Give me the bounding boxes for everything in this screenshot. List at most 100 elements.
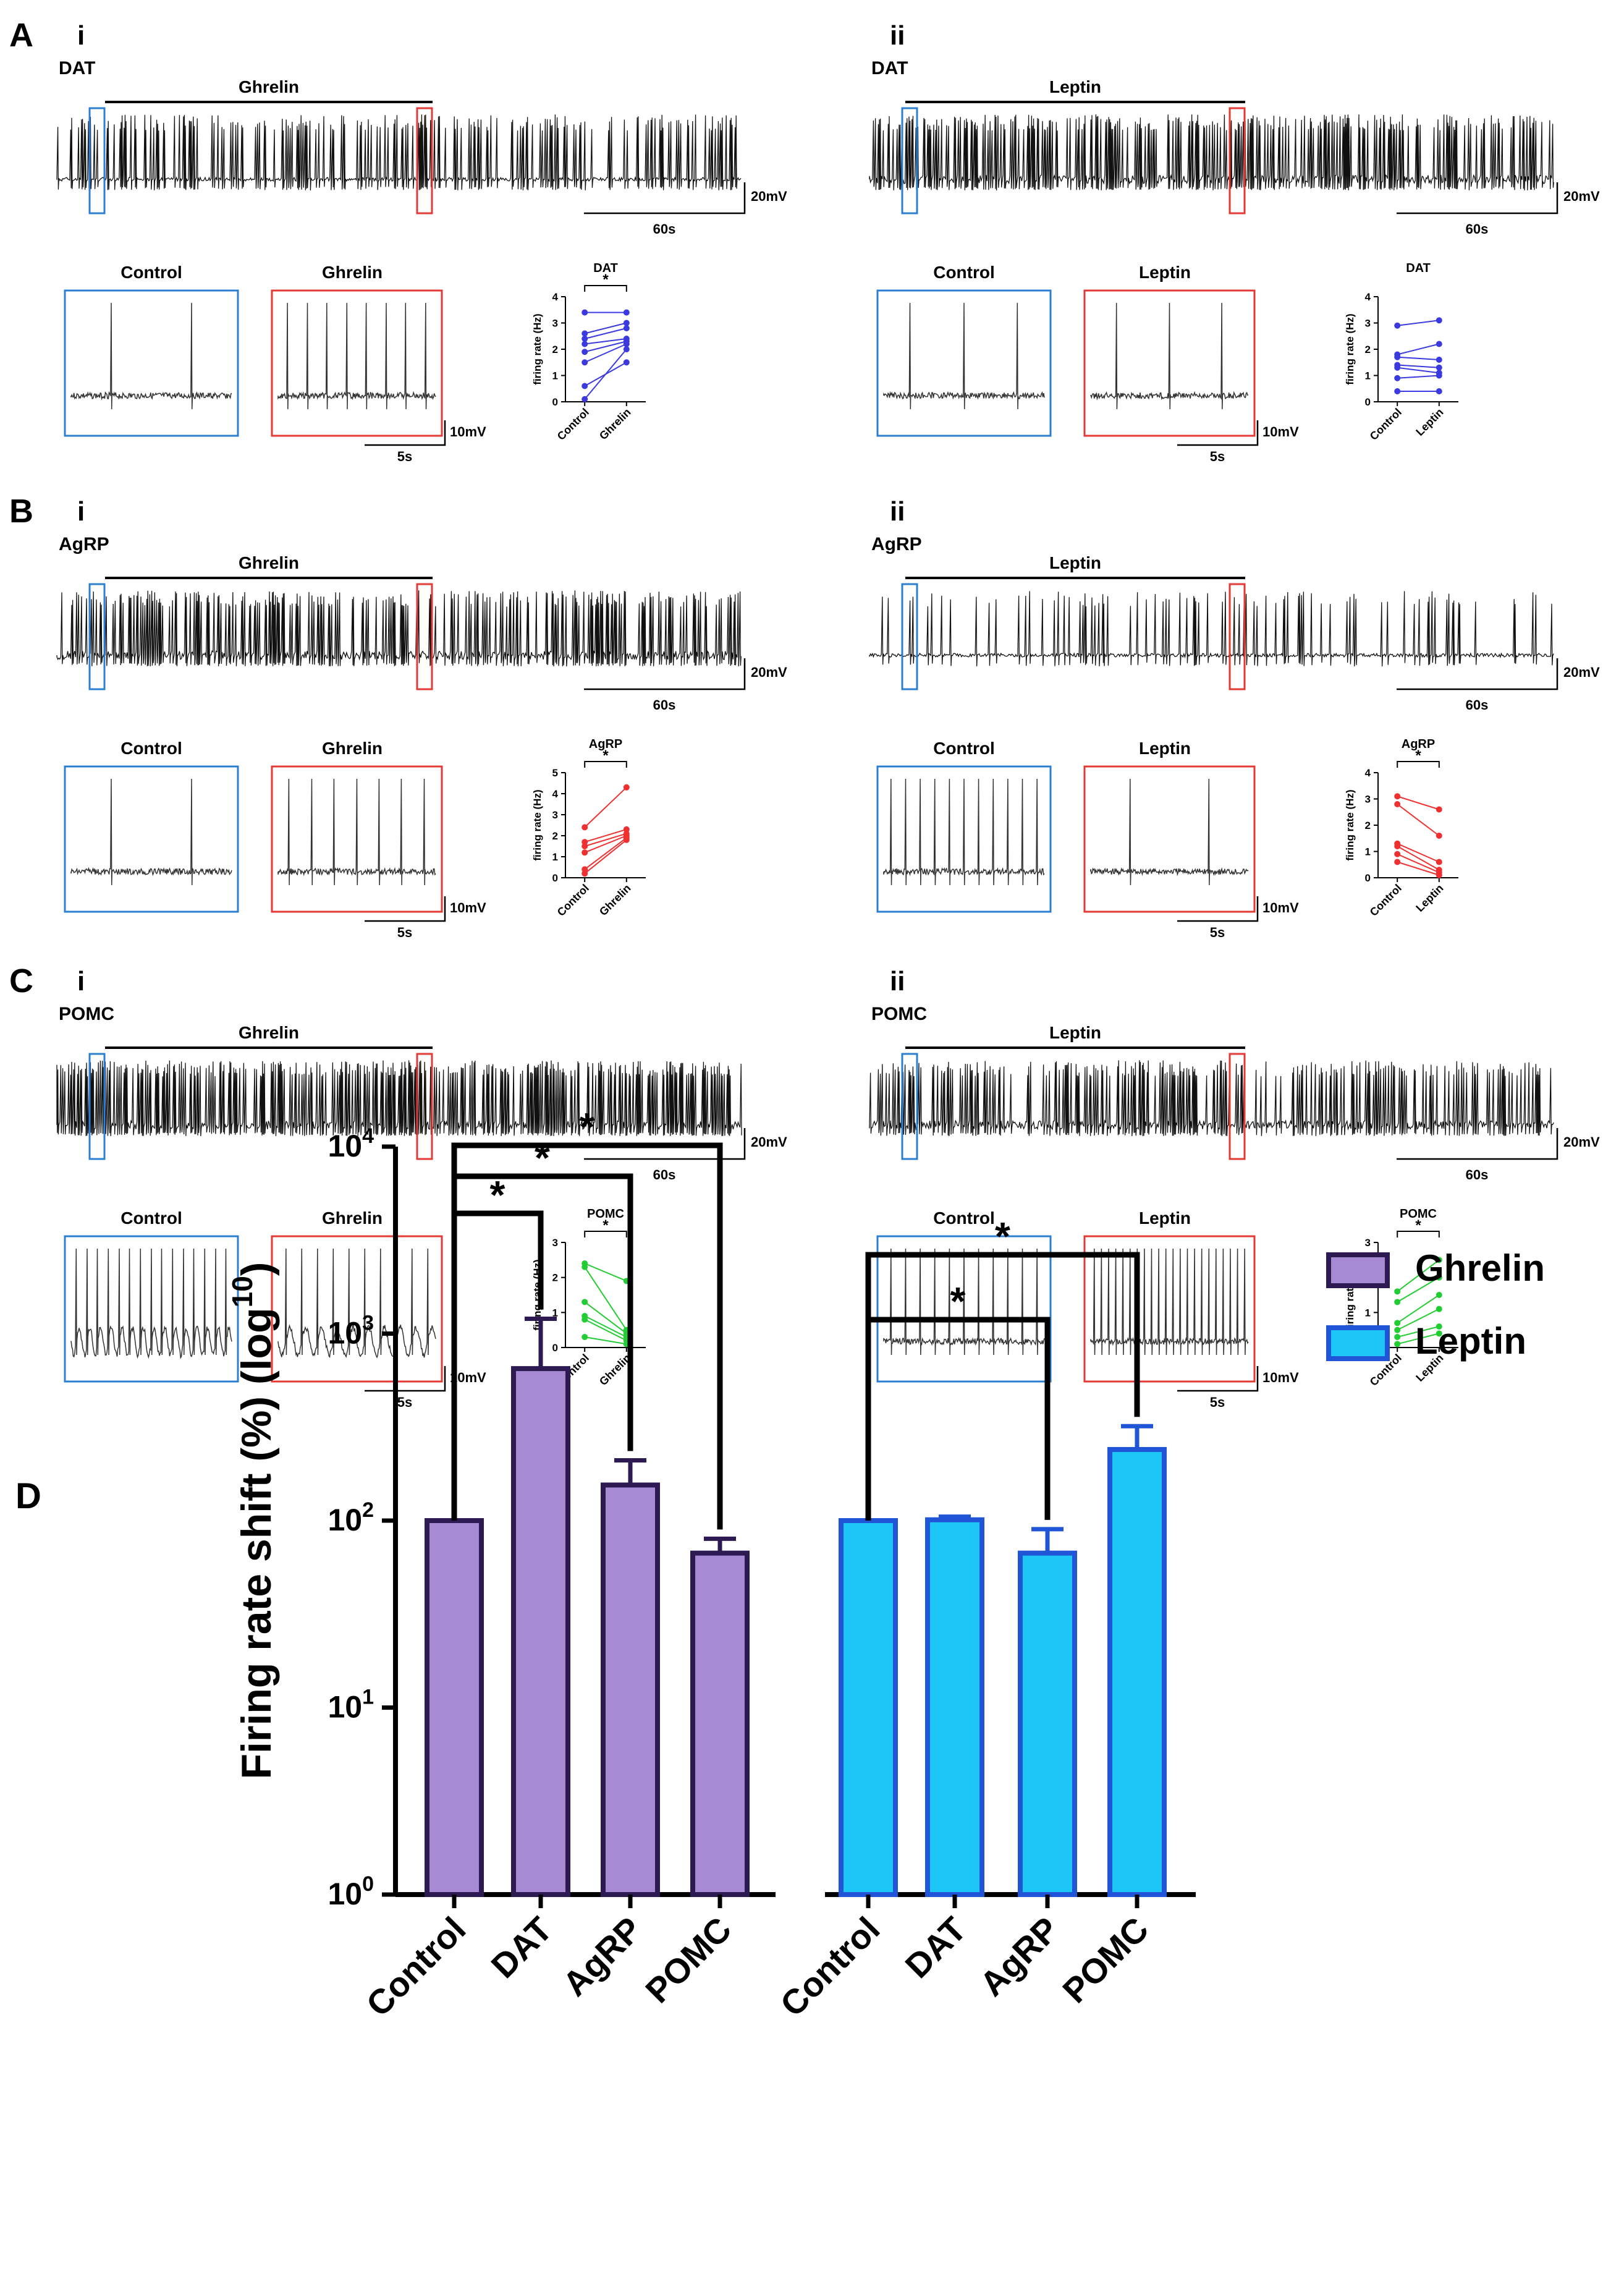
zoom-control-trace [883, 1248, 1045, 1356]
mini-data-point [623, 341, 630, 347]
zoom-drug-box [1083, 289, 1256, 437]
scale-bar-short [365, 896, 446, 922]
mini-data-point [1436, 859, 1442, 865]
control-window-marker [901, 107, 918, 214]
mini-x-tick-label: Control [555, 882, 591, 919]
voltage-trace [869, 114, 1554, 191]
scale-bar-time-label: 5s [1210, 1394, 1225, 1410]
d-y-tick-exponent: 4 [362, 1124, 374, 1148]
scale-bar-amplitude-label: 20mV [1563, 1134, 1600, 1150]
mini-x-tick-label: Control [555, 406, 591, 443]
mini-data-point [1394, 1334, 1401, 1340]
zoom-drug-trace [277, 1248, 436, 1359]
scale-bar-amplitude-label: 10mV [1262, 900, 1299, 915]
d-bar [690, 1550, 750, 1897]
scale-bar-amplitude-label: 20mV [1563, 189, 1600, 204]
mini-pair-line [584, 341, 627, 353]
mini-data-point [623, 320, 630, 326]
mini-pair-line [1397, 843, 1440, 863]
scale-bar-time-label: 60s [653, 221, 676, 237]
d-y-tick-label: 103 [328, 1312, 374, 1351]
mini-data-point [1436, 357, 1442, 363]
drug-window-marker [416, 1053, 433, 1160]
drug-label: Leptin [1049, 1023, 1101, 1042]
mini-chart-title: AgRP [1402, 737, 1435, 751]
mini-data-point [582, 349, 588, 355]
zoom-control-box [64, 1235, 239, 1383]
scale-bar-amplitude-label: 10mV [450, 900, 486, 915]
mini-y-tick-label: 2 [552, 830, 558, 842]
zoom-control-trace [883, 302, 1045, 410]
d-x-tick-label: Control [772, 1909, 887, 2024]
d-y-tick-label: 102 [328, 1498, 374, 1537]
zoom-control-title: Control [121, 263, 182, 282]
mini-significance-star: * [1415, 1217, 1421, 1234]
mini-data-point [1394, 388, 1401, 394]
d-y-tick-label: 100 [328, 1872, 374, 1911]
mini-data-point [1394, 1299, 1401, 1305]
panel-sublabel: i [77, 966, 85, 996]
zoom-control-box [64, 289, 239, 437]
mini-significance-bracket [1397, 761, 1440, 768]
mini-pair-line [584, 322, 627, 334]
mini-data-point [623, 784, 630, 791]
d-y-axis-label-superscript: 10 [226, 1276, 258, 1307]
mini-y-tick-label: 3 [1365, 794, 1371, 805]
mini-chart-title: POMC [1400, 1207, 1437, 1221]
drug-label: Ghrelin [239, 77, 299, 96]
mini-y-tick-label: 4 [552, 291, 559, 303]
mini-y-tick-label: 1 [552, 1307, 558, 1318]
mini-data-point [582, 870, 588, 877]
mini-data-point [623, 309, 630, 316]
scale-bar-long [1397, 658, 1558, 690]
d-legend-label: Leptin [1415, 1320, 1526, 1362]
mini-data-point [1394, 1327, 1401, 1333]
zoom-control-title: Control [121, 1208, 182, 1228]
mini-significance-bracket [584, 1231, 627, 1237]
mini-significance-bracket [584, 285, 627, 292]
panel-sublabel: i [77, 496, 85, 527]
zoom-drug-trace [1090, 302, 1249, 410]
d-x-tick-label: DAT [897, 1909, 973, 1985]
scale-bar-amplitude-label: 10mV [1262, 424, 1299, 439]
mini-data-point [582, 1299, 588, 1305]
mini-y-tick-label: 1 [1365, 1307, 1371, 1318]
d-x-tick-label: AgRP [555, 1909, 649, 2003]
mini-data-point [582, 1334, 588, 1340]
d-significance-bracket [865, 1252, 1140, 1521]
panel-sublabel: ii [890, 966, 905, 996]
mini-data-point [1436, 1330, 1442, 1337]
d-legend-label: Ghrelin [1415, 1247, 1545, 1289]
mini-pair-line [584, 1315, 627, 1338]
mini-data-point [1436, 833, 1442, 839]
zoom-drug-trace [277, 302, 436, 410]
scale-bar-long [1397, 1128, 1558, 1160]
d-significance-bracket [865, 1317, 1051, 1521]
d-y-tick-base: 10 [328, 1129, 362, 1163]
d-y-tick-base: 10 [328, 1503, 362, 1537]
scale-bar-long [584, 1128, 746, 1160]
mini-significance-star: * [603, 271, 609, 288]
drug-label: Ghrelin [239, 553, 299, 572]
panel-sublabel: i [77, 20, 85, 51]
mini-y-tick-label: 1 [1365, 370, 1371, 382]
scale-bar-time-label: 60s [653, 697, 676, 713]
scale-bar-time-label: 5s [397, 449, 412, 464]
mini-pair-line [584, 1263, 627, 1282]
mini-data-point [1394, 843, 1401, 849]
mini-y-tick-label: 2 [552, 344, 558, 355]
scale-bar-amplitude-label: 20mV [1563, 664, 1600, 680]
control-window-marker [901, 583, 918, 690]
d-bar [839, 1518, 898, 1897]
scale-bar-time-label: 5s [397, 925, 412, 940]
mini-y-tick-label: 2 [552, 1272, 558, 1284]
mini-pair-line [1397, 364, 1439, 368]
zoom-drug-title: Leptin [1139, 1208, 1191, 1228]
d-x-tick-label: POMC [638, 1909, 738, 2010]
mini-data-point [582, 383, 588, 389]
mini-y-tick-label: 0 [552, 1342, 558, 1354]
d-x-tick-label: Control [358, 1909, 473, 2024]
control-window-marker [88, 107, 106, 214]
mini-pair-line [1397, 846, 1440, 871]
